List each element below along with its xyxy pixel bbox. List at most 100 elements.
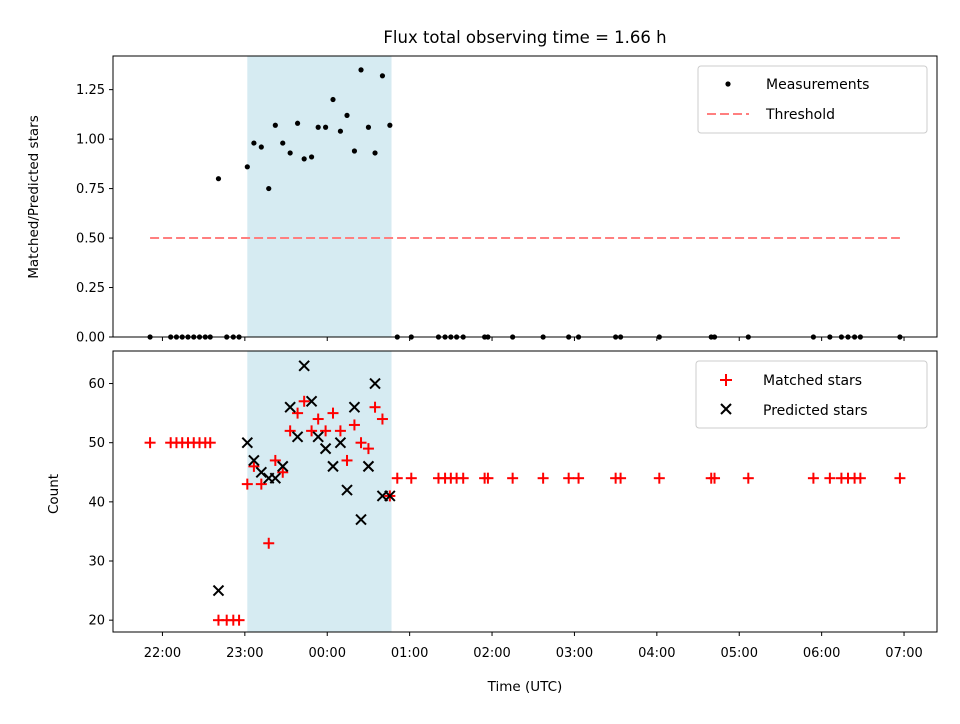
matched-star-point (376, 413, 388, 425)
matched-star-point (405, 472, 417, 484)
legend-measurements-label: Measurements (766, 77, 869, 93)
ratio-y-axis-label: Matched/Predicted stars (26, 115, 42, 278)
matched-star-point (362, 443, 374, 455)
measurement-point (301, 156, 307, 162)
ratio-y-tick-label: 0.50 (76, 232, 105, 247)
count-points (144, 360, 906, 626)
matched-star-point (241, 478, 253, 490)
count-x-ticks: 22:00 23:00 00:00 01:00 02:00 03:00 04:00 05:00… (144, 632, 923, 661)
ratio-y-ticks: 0.00 0.25 0.50 0.75 1.00 1.25 (76, 83, 113, 346)
predicted-star-point (284, 401, 296, 413)
ratio-y-tick-label: 1.25 (76, 83, 105, 98)
count-y-tick-label: 40 (88, 495, 105, 510)
count-y-tick-label: 30 (88, 555, 105, 570)
ratio-x-ticks (161, 337, 905, 341)
matched-star-point (233, 614, 245, 626)
matched-star-point (507, 472, 519, 484)
measurement-point (266, 185, 272, 192)
chart-title: Flux total observing time = 1.66 h (383, 28, 666, 47)
measurement-point (358, 67, 364, 73)
predicted-star-point (327, 460, 339, 473)
count-y-ticks: 20 30 40 50 60 (88, 377, 113, 629)
ratio-panel-frame (112, 55, 938, 338)
matched-star-point (284, 425, 296, 437)
ratio-panel: 0.00 0.25 0.50 0.75 1.00 1.25 Flux total obse… (26, 28, 938, 346)
matched-star-point (537, 472, 549, 484)
count-y-tick-label: 50 (88, 436, 105, 451)
predicted-star-point (241, 436, 254, 449)
matched-star-point (563, 472, 575, 484)
matched-star-point (369, 401, 381, 413)
matched-star-point (144, 437, 156, 449)
measurement-point (272, 122, 278, 128)
matched-star-point (894, 472, 906, 484)
measurement-point (215, 176, 222, 182)
measurement-point (351, 148, 358, 154)
predicted-star-point (298, 360, 310, 372)
x-tick-label: 23:00 (226, 646, 263, 661)
matched-star-point (615, 472, 627, 484)
predicted-star-point (248, 454, 260, 467)
matched-star-point (824, 472, 836, 484)
x-tick-label: 00:00 (309, 646, 346, 661)
measurement-point (372, 150, 378, 156)
predicted-star-point (334, 436, 347, 449)
matched-star-point (255, 478, 267, 490)
matched-star-point (306, 425, 318, 437)
matched-star-point (391, 472, 403, 484)
matched-star-point (653, 472, 665, 484)
x-tick-label: 06:00 (803, 646, 840, 661)
measurement-point (344, 112, 350, 118)
measurement-point (387, 122, 393, 128)
matched-star-point (292, 407, 304, 419)
measurement-point (379, 73, 386, 79)
legend-threshold-label: Threshold (765, 107, 835, 123)
x-tick-label: 22:00 (144, 646, 181, 661)
matched-star-point (807, 472, 819, 484)
predicted-star-point (255, 466, 268, 478)
x-tick-label: 05:00 (721, 646, 758, 661)
matched-star-point (327, 407, 339, 419)
ratio-y-tick-label: 1.00 (76, 133, 105, 148)
x-axis-label: Time (UTC) (487, 679, 563, 695)
predicted-star-point (369, 377, 381, 390)
ratio-legend: Measurements Threshold (697, 65, 928, 134)
measurement-point (258, 144, 264, 150)
predicted-star-point (269, 472, 282, 484)
legend-measurements-marker (725, 81, 731, 87)
legend-matched-label: Matched stars (763, 373, 862, 389)
x-tick-label: 03:00 (556, 646, 593, 661)
predicted-star-point (312, 431, 324, 443)
matched-star-point (355, 437, 367, 449)
matched-star-point (312, 413, 324, 425)
matched-star-point (573, 472, 585, 484)
predicted-star-point (341, 484, 353, 496)
matched-star-point (204, 437, 216, 449)
matched-star-point (263, 537, 275, 549)
measurement-point (322, 124, 329, 130)
matched-star-point (277, 466, 289, 478)
measurement-point (280, 140, 286, 146)
predicted-star-point (212, 584, 225, 597)
x-tick-label: 07:00 (885, 646, 922, 661)
count-y-axis-label: Count (46, 474, 62, 514)
matched-star-point (341, 454, 353, 466)
measurement-point (244, 164, 250, 170)
legend-predicted-label: Predicted stars (763, 403, 868, 419)
count-y-tick-label: 60 (88, 377, 105, 392)
count-panel: 20 30 40 50 60 22:00 23:00 00:00 01:00 02:00 03:0… (46, 350, 938, 695)
matched-star-point (348, 419, 360, 431)
measurement-point (308, 154, 315, 160)
legend-matched-marker (720, 374, 732, 386)
measurement-point (315, 124, 321, 130)
observing-window-span (247, 56, 392, 337)
matched-star-point (457, 472, 469, 484)
x-tick-label: 02:00 (473, 646, 510, 661)
matched-star-point (334, 425, 346, 437)
measurement-point (287, 150, 293, 156)
measurement-point (365, 124, 372, 130)
matched-star-point (269, 454, 281, 466)
matched-star-point (854, 472, 866, 484)
matched-star-point (320, 425, 332, 437)
